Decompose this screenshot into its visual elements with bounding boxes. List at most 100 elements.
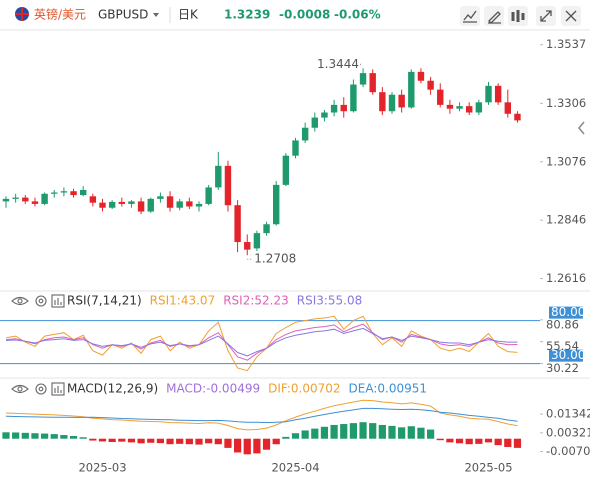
macd-bar <box>12 432 20 439</box>
macd-bar <box>378 424 386 439</box>
candle-body <box>2 198 10 202</box>
candle-body <box>51 192 58 194</box>
macd-bar <box>417 427 425 439</box>
y-tick-label: 0.00321 <box>546 425 590 439</box>
macd-bar <box>311 428 319 439</box>
macd-bar <box>446 438 454 443</box>
level-label: 80.00 <box>551 305 585 319</box>
candle-body <box>292 140 299 156</box>
macd-bar <box>465 438 473 445</box>
period[interactable]: 日K <box>178 8 199 22</box>
candle-body <box>176 201 183 208</box>
macd-bar <box>31 433 39 439</box>
candle-body <box>60 191 68 193</box>
y-tick-label: -0.00701 <box>546 444 590 458</box>
indicator-line <box>5 399 518 431</box>
price-change-pct: -0.06% <box>334 8 381 22</box>
last-price: 1.3239 <box>224 8 270 22</box>
candle-body <box>70 191 77 196</box>
candle-body <box>494 85 502 103</box>
gear-icon[interactable] <box>35 383 47 395</box>
y-tick-label: 1.3537 <box>546 37 586 51</box>
eye-icon[interactable] <box>11 296 29 306</box>
candle-body <box>427 80 434 90</box>
candle-body <box>369 73 376 93</box>
macd-bar <box>455 438 464 444</box>
macd-bar <box>504 438 512 447</box>
gear-center <box>38 298 44 304</box>
macd-bar <box>224 438 232 448</box>
indicator-icons <box>11 294 65 396</box>
candle-body <box>99 202 106 208</box>
dropdown-icon[interactable] <box>153 13 159 17</box>
indicator-icon[interactable] <box>463 10 477 23</box>
candle-body <box>147 198 154 212</box>
candle-body <box>166 196 174 208</box>
candle-body <box>12 197 19 199</box>
candle-body <box>456 106 463 109</box>
candle-body <box>504 102 511 114</box>
gear-icon[interactable] <box>35 295 47 307</box>
macd-bar <box>147 438 155 443</box>
y-tick-label: 30.22 <box>546 361 579 375</box>
candle-body <box>137 201 145 212</box>
candle-body <box>195 203 203 207</box>
candle-body <box>89 196 97 203</box>
legend-entry: RSI1:43.07 <box>150 294 216 308</box>
candle-body <box>80 189 87 196</box>
macd-bar <box>484 438 493 443</box>
macd-bar <box>320 426 329 439</box>
macd-bar <box>340 424 348 439</box>
candle-body <box>253 233 261 249</box>
candle-body <box>485 85 492 103</box>
candle-body <box>108 201 116 208</box>
y-tick-label: 1.3076 <box>546 154 586 168</box>
eye-icon[interactable] <box>11 384 29 394</box>
macd-bar <box>195 438 203 445</box>
candle-body <box>311 117 318 128</box>
candle-body <box>215 165 222 188</box>
candle-body <box>263 224 270 234</box>
candle-body <box>31 201 39 204</box>
instrument-name[interactable]: 英镑/美元 <box>34 7 86 22</box>
candle-body <box>466 106 473 113</box>
macd-bar <box>494 438 502 446</box>
macd-bar <box>127 438 136 443</box>
macd-bar <box>234 438 242 453</box>
legend-entry: DEA:0.00951 <box>349 382 428 396</box>
macd-bar <box>166 438 174 445</box>
candle-body <box>186 201 193 207</box>
macd-bar <box>60 435 68 439</box>
toolbar <box>460 6 581 26</box>
macd-bar <box>205 438 213 444</box>
macd-bar <box>243 438 251 455</box>
candle-body <box>379 92 386 112</box>
pane-icon-bars <box>54 386 62 393</box>
legend-entry: RSI2:52.23 <box>223 294 289 308</box>
macd-bar <box>50 434 58 439</box>
tool-button[interactable] <box>460 6 480 26</box>
macd-bar <box>156 438 164 444</box>
candle-icon[interactable] <box>511 10 525 22</box>
close-icon[interactable] <box>565 10 577 22</box>
candle-body <box>224 165 232 206</box>
pane-icon-bars <box>54 298 62 305</box>
macd-bar <box>398 427 406 439</box>
macd-bar <box>427 429 435 439</box>
fullscreen-icon[interactable] <box>540 10 552 22</box>
level-label: 30.00 <box>551 348 585 362</box>
y-tick-label: 1.3306 <box>546 96 586 110</box>
macd-bar <box>513 438 522 448</box>
x-tick-label: 2025-03 <box>78 461 126 475</box>
candle-body <box>475 102 483 113</box>
collapse-arrow[interactable] <box>578 121 585 135</box>
gear-center <box>38 386 44 392</box>
instrument-symbol[interactable]: GBPUSD <box>98 8 148 22</box>
macd-bar <box>253 438 261 454</box>
candle-body <box>398 94 405 108</box>
candle-body <box>244 242 251 250</box>
legend-entry: DIF:0.00702 <box>268 382 340 396</box>
draw-icon[interactable] <box>488 11 501 24</box>
legend-entry: RSI3:55.08 <box>297 294 363 308</box>
